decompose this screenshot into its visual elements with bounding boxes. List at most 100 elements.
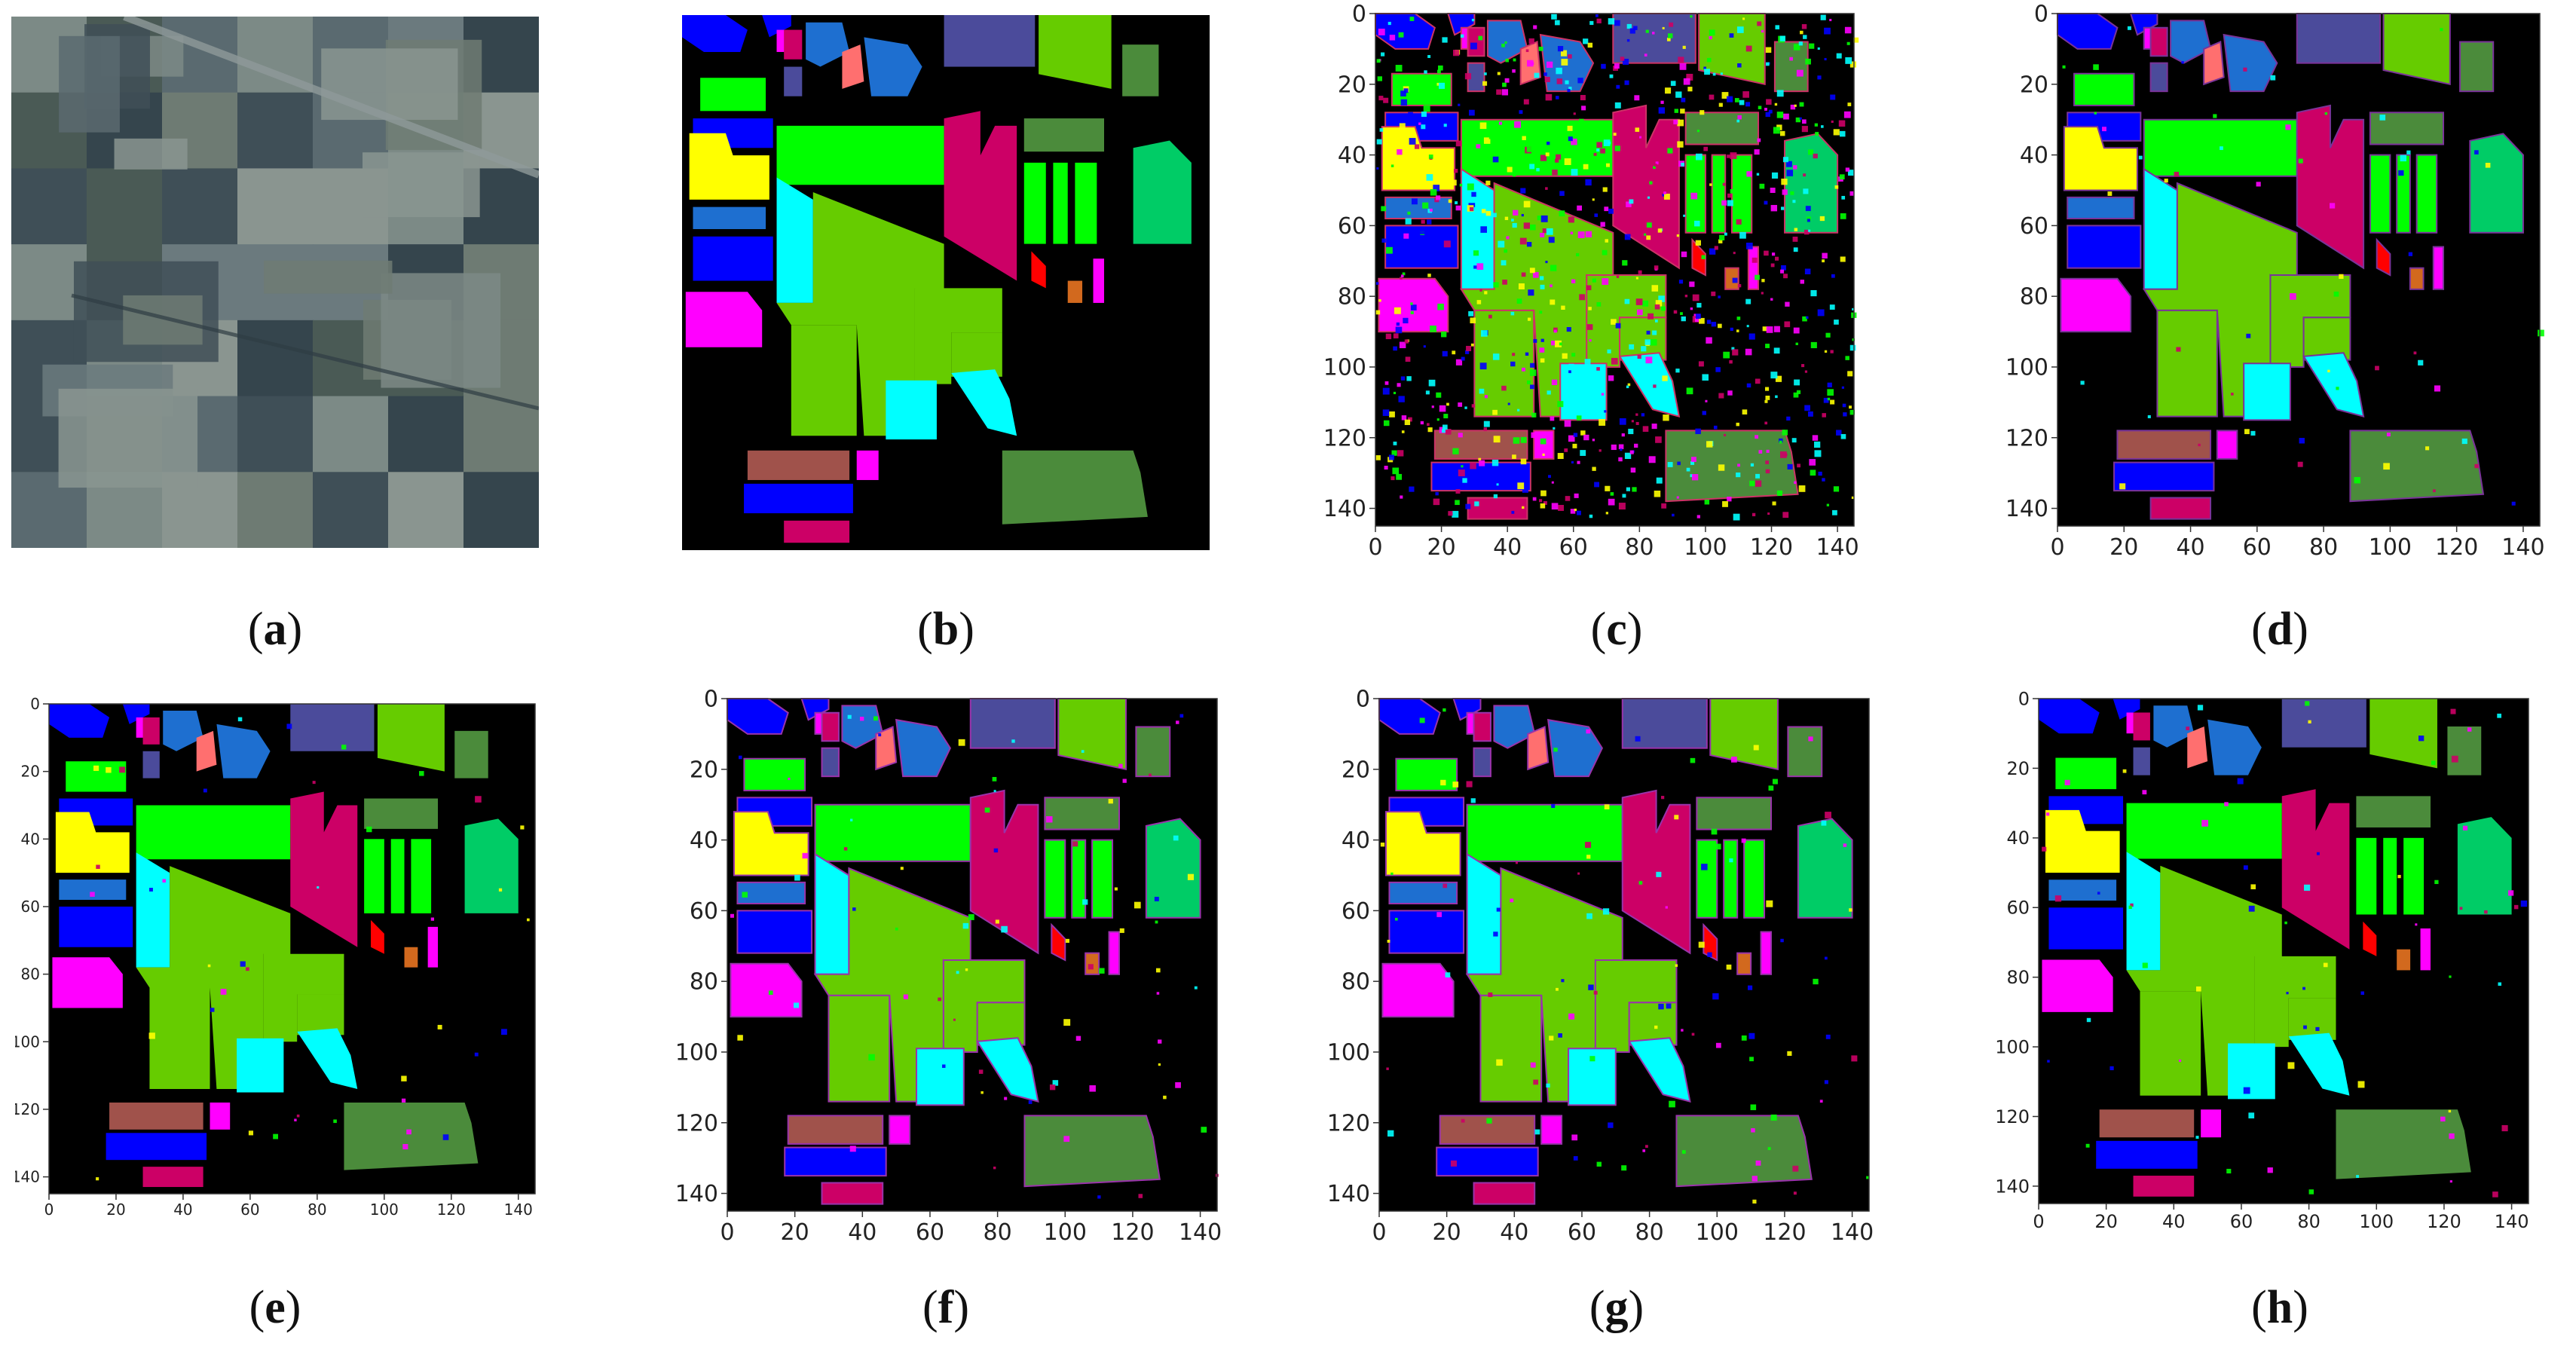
noise-pixel [1730,756,1737,763]
noise-pixel [1533,338,1537,343]
noise-pixel [2231,393,2234,396]
region-yellow [1384,811,1461,876]
noise-pixel [1427,427,1433,433]
noise-pixel [2474,463,2479,469]
noise-pixel [1418,122,1421,125]
panel-g-classification: 0 20 40 60 80 100 120 140 0 20 40 60 80 100 120 140 [1326,682,1899,1255]
noise-pixel [1608,18,1615,25]
region-slate [2296,13,2382,64]
noise-pixel [1426,174,1433,181]
noise-pixel [1082,899,1088,905]
noise-pixel [2047,1060,2050,1063]
noise-pixel [1577,205,1583,211]
region-steel-blue [864,37,922,96]
noise-pixel [2284,921,2287,925]
noise-pixel [1479,362,1487,370]
x-tick-label: 120 [2435,534,2478,561]
noise-pixel [1619,418,1626,425]
noise-pixel [1614,102,1621,109]
region-crimson [2133,712,2150,741]
y-tick-label: 120 [15,1100,40,1118]
noise-pixel [868,1054,875,1061]
noise-pixel [1433,498,1440,506]
noise-pixel [1782,512,1789,518]
noise-pixel [1620,57,1625,61]
noise-pixel [1755,274,1760,280]
noise-pixel [2197,705,2204,711]
noise-pixel [1699,317,1705,324]
noise-pixel [1615,323,1621,329]
panel-c-classification: 0 20 40 60 80 100 120 140 0 20 40 60 80 100 120 140 [1323,0,1865,573]
noise-pixel [1155,920,1158,924]
noise-pixel [1694,318,1699,323]
noise-pixel [1737,63,1742,68]
noise-pixel [2449,975,2452,978]
noise-pixel [1571,353,1576,357]
noise-pixel [1466,781,1473,788]
region-olive-green [344,1102,479,1170]
noise-pixel [1635,277,1638,280]
noise-pixel [2418,736,2425,742]
noise-pixel [1398,32,1404,38]
noise-pixel [1795,117,1801,123]
region-olive-green [1122,44,1159,96]
noise-pixel [2433,489,2436,493]
noise-pixel [1555,340,1562,347]
noise-pixel [1559,191,1565,196]
noise-pixel [1551,503,1559,510]
noise-pixel [1567,89,1571,93]
noise-pixel [1599,418,1606,426]
noise-pixel [1507,402,1510,405]
noise-pixel [981,1091,984,1094]
noise-pixel [1478,35,1483,41]
region-light-green [2415,154,2438,234]
noise-pixel [1400,277,1403,280]
noise-pixel [1727,193,1732,198]
noise-pixel [2354,477,2360,484]
noise-pixel [1656,477,1663,484]
noise-pixel [1781,179,1788,185]
region-salmon [2187,726,2208,769]
noise-pixel [1667,33,1673,38]
region-magenta [52,957,123,1008]
noise-pixel [1793,247,1798,252]
noise-pixel [1765,47,1772,54]
noise-pixel [1471,404,1476,408]
region-slate [290,704,375,751]
noise-pixel [1633,26,1638,30]
noise-pixel [1781,265,1786,271]
noise-pixel [2243,67,2247,72]
noise-pixel [1600,222,1605,227]
noise-pixel [1690,474,1693,478]
noise-pixel [1570,231,1574,235]
noise-pixel [1492,213,1497,218]
noise-pixel [1672,513,1675,517]
noise-pixel [1779,130,1785,136]
noise-pixel [1771,172,1779,179]
noise-pixel [1156,992,1160,995]
caption-e: (e) [249,1282,301,1333]
noise-pixel [1677,461,1681,466]
noise-pixel [1421,219,1425,224]
noise-pixel [220,989,227,995]
noise-pixel [1692,294,1699,301]
noise-pixel [1134,901,1141,909]
noise-pixel [1483,421,1490,427]
noise-pixel [2298,158,2303,164]
region-crimson [1473,1182,1536,1205]
noise-pixel [1764,250,1769,256]
x-tick-label: 100 [1696,1219,1739,1246]
noise-pixel [1726,964,1732,970]
noise-pixel [1049,1084,1056,1091]
x-tick-label: 140 [2495,1211,2529,1232]
noise-pixel [1435,491,1439,496]
noise-pixel [1423,345,1426,348]
noise-pixel [1455,489,1461,494]
noise-pixel [1608,208,1614,214]
noise-pixel [1644,54,1647,57]
noise-pixel [1596,148,1600,152]
noise-pixel [1822,413,1826,418]
noise-pixel [1718,239,1723,243]
noise-pixel [1703,66,1706,70]
noise-pixel [1624,234,1631,240]
